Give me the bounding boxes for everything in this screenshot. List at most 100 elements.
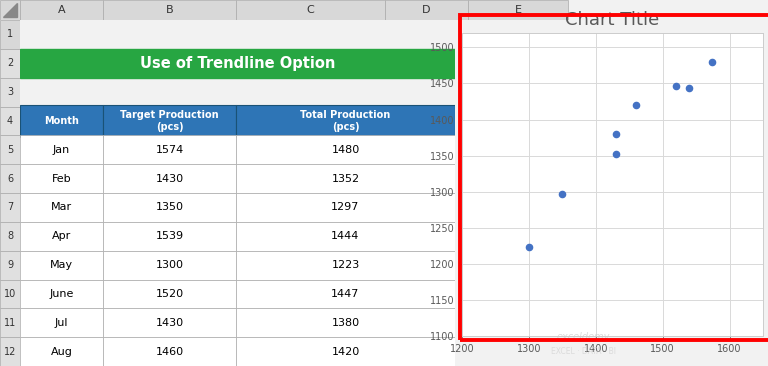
Text: Jul: Jul: [55, 318, 68, 328]
Text: 2: 2: [7, 58, 13, 68]
Text: 1574: 1574: [155, 145, 184, 155]
Text: exceldemy: exceldemy: [557, 332, 611, 342]
Point: [670, 83, 682, 89]
Text: 7: 7: [7, 202, 13, 212]
Text: 1297: 1297: [331, 202, 359, 212]
Text: Total Production
(pcs): Total Production (pcs): [300, 110, 391, 132]
Bar: [103, 251, 236, 280]
Bar: [236, 164, 455, 193]
Bar: [236, 0, 385, 20]
Text: 1460: 1460: [155, 347, 184, 356]
Bar: [236, 105, 455, 137]
Bar: [236, 193, 455, 222]
Text: Mar: Mar: [51, 202, 72, 212]
Text: Apr: Apr: [52, 231, 71, 241]
Bar: [385, 0, 468, 20]
Bar: [103, 222, 236, 251]
Text: 9: 9: [7, 260, 13, 270]
Bar: [20, 280, 103, 308]
Text: 11: 11: [4, 318, 16, 328]
Bar: [0, 193, 20, 222]
Text: 1447: 1447: [331, 289, 359, 299]
Bar: [0, 107, 20, 135]
Bar: [236, 337, 455, 366]
Text: 10: 10: [4, 289, 16, 299]
Text: Use of Trendline Option: Use of Trendline Option: [140, 56, 335, 71]
Bar: [0, 280, 20, 308]
Bar: [20, 164, 103, 193]
Text: 1480: 1480: [331, 145, 359, 155]
Bar: [20, 49, 455, 78]
Bar: [20, 105, 103, 137]
Point: [523, 244, 535, 250]
Bar: [0, 78, 20, 107]
Text: C: C: [306, 5, 314, 15]
Bar: [236, 135, 455, 164]
Bar: [103, 105, 236, 137]
Point: [610, 131, 622, 137]
Text: Feb: Feb: [51, 173, 71, 184]
Bar: [0, 222, 20, 251]
Text: 8: 8: [7, 231, 13, 241]
Bar: [103, 193, 236, 222]
Point: [683, 85, 695, 91]
Bar: [0, 337, 20, 366]
Text: June: June: [49, 289, 74, 299]
Bar: [103, 280, 236, 308]
Bar: [103, 308, 236, 337]
Text: B: B: [166, 5, 174, 15]
Text: 1539: 1539: [155, 231, 184, 241]
Bar: [236, 280, 455, 308]
Bar: [236, 308, 455, 337]
Text: 1430: 1430: [155, 318, 184, 328]
Text: 1444: 1444: [331, 231, 359, 241]
Bar: [20, 222, 103, 251]
Bar: [0, 0, 20, 20]
Text: 12: 12: [4, 347, 16, 356]
Bar: [468, 0, 568, 20]
Text: 5: 5: [7, 145, 13, 155]
Bar: [20, 308, 103, 337]
Point: [610, 151, 622, 157]
Bar: [20, 135, 103, 164]
Point: [706, 59, 718, 65]
Text: Jan: Jan: [53, 145, 70, 155]
Text: D: D: [422, 5, 431, 15]
Text: 4: 4: [7, 116, 13, 126]
Text: Aug: Aug: [51, 347, 72, 356]
Point: [630, 102, 642, 108]
Bar: [103, 135, 236, 164]
Bar: [20, 337, 103, 366]
Text: 1380: 1380: [332, 318, 359, 328]
Text: 1300: 1300: [155, 260, 184, 270]
Bar: [0, 251, 20, 280]
Bar: [236, 222, 455, 251]
Text: 1350: 1350: [155, 202, 184, 212]
Bar: [0, 308, 20, 337]
Text: EXCEL · DATA · BI: EXCEL · DATA · BI: [551, 347, 616, 356]
Bar: [20, 251, 103, 280]
Bar: [0, 20, 20, 49]
Text: 1430: 1430: [155, 173, 184, 184]
Text: 6: 6: [7, 173, 13, 184]
Text: 1352: 1352: [332, 173, 359, 184]
Text: A: A: [58, 5, 65, 15]
Bar: [103, 337, 236, 366]
Text: Month: Month: [44, 116, 79, 126]
Text: May: May: [50, 260, 73, 270]
Bar: [0, 49, 20, 78]
Polygon shape: [3, 3, 17, 17]
Bar: [20, 193, 103, 222]
Text: 1223: 1223: [331, 260, 359, 270]
Point: [556, 191, 568, 197]
Bar: [0, 135, 20, 164]
Text: E: E: [515, 5, 521, 15]
Title: Chart Title: Chart Title: [565, 11, 660, 29]
Bar: [236, 251, 455, 280]
Bar: [20, 0, 103, 20]
Text: Target Production
(pcs): Target Production (pcs): [120, 110, 219, 132]
Text: 1520: 1520: [155, 289, 184, 299]
Bar: [103, 164, 236, 193]
Bar: [103, 0, 236, 20]
Bar: [0, 164, 20, 193]
